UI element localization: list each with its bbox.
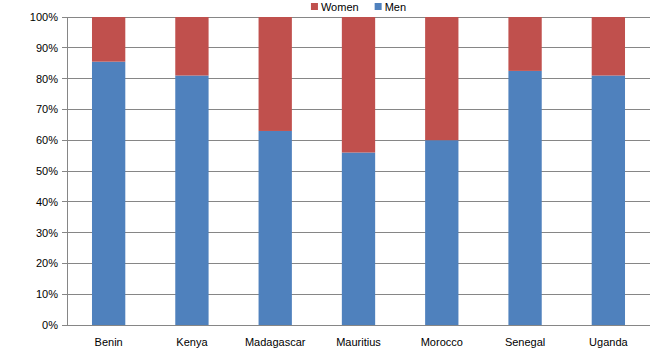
category-label: Madagascar xyxy=(245,336,306,348)
tick-mark xyxy=(62,140,67,141)
tick-mark xyxy=(62,325,67,326)
legend-item: Men xyxy=(375,1,406,13)
tick-mark xyxy=(62,201,67,202)
tick-label: 40% xyxy=(36,196,58,208)
bars xyxy=(92,17,625,325)
y-axis-line xyxy=(67,17,68,325)
legend-item: Women xyxy=(311,1,359,13)
category-label: Morocco xyxy=(421,336,463,348)
bar xyxy=(592,76,625,325)
bar xyxy=(175,76,208,325)
tick-mark xyxy=(62,171,67,172)
x-axis: Benin Kenya Madagascar Mauritius Morocco Sene… xyxy=(95,336,629,348)
tick-label: 60% xyxy=(36,134,58,146)
tick-label: 10% xyxy=(36,288,58,300)
tick-label: 80% xyxy=(36,73,58,85)
category-label: Mauritius xyxy=(336,336,381,348)
bar xyxy=(259,17,292,131)
tick-label: 50% xyxy=(36,165,58,177)
legend: Women Men xyxy=(311,1,406,13)
bar xyxy=(425,17,458,140)
bar xyxy=(92,62,125,325)
tick-label: 70% xyxy=(36,103,58,115)
tick-mark xyxy=(62,232,67,233)
grid xyxy=(67,17,650,325)
page: {"chart_data": {"type": "bar", "stacked"… xyxy=(0,0,655,354)
category-label: Benin xyxy=(95,336,123,348)
bar xyxy=(342,17,375,153)
tick-label: 20% xyxy=(36,257,58,269)
y-axis: 0% 10% 20% 30% 40% 50% 60% 70% 80% 90% 100% xyxy=(30,11,67,331)
tick-mark xyxy=(62,294,67,295)
bar xyxy=(425,140,458,325)
bar xyxy=(342,153,375,325)
legend-swatch xyxy=(375,3,382,10)
legend-swatch xyxy=(311,3,318,10)
tick-label: 100% xyxy=(30,11,58,23)
tick-label: 90% xyxy=(36,42,58,54)
tick-mark xyxy=(62,78,67,79)
category-label: Senegal xyxy=(505,336,545,348)
grid-line xyxy=(67,325,650,326)
bar xyxy=(508,17,541,71)
x-axis-line xyxy=(67,325,650,326)
tick-label: 0% xyxy=(42,319,58,331)
bar xyxy=(508,71,541,325)
category-label: Uganda xyxy=(589,336,628,348)
category-label: Kenya xyxy=(176,336,208,348)
bar xyxy=(175,17,208,76)
bar xyxy=(92,17,125,62)
chart: 0% 10% 20% 30% 40% 50% 60% 70% 80% 90% 100% Benin Ke… xyxy=(0,0,655,354)
bar xyxy=(259,131,292,325)
tick-mark xyxy=(62,47,67,48)
tick-mark xyxy=(62,263,67,264)
legend-label: Men xyxy=(385,1,406,13)
legend-label: Women xyxy=(321,1,359,13)
tick-mark xyxy=(62,109,67,110)
tick-label: 30% xyxy=(36,227,58,239)
tick-mark xyxy=(62,17,67,18)
bar xyxy=(592,17,625,76)
